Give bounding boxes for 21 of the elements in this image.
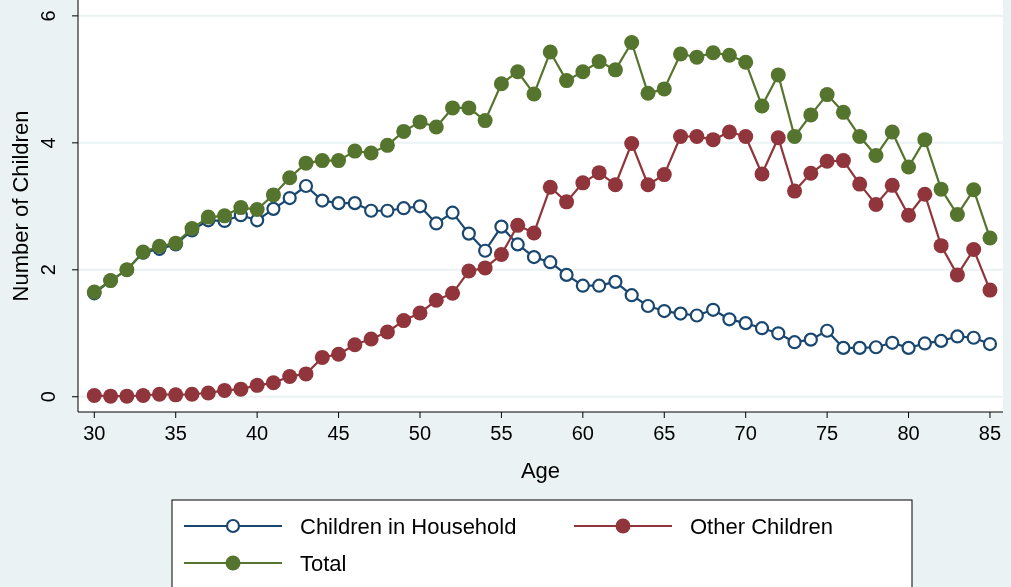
y-tick-label: 0 — [37, 391, 59, 403]
x-axis-title: Age — [520, 458, 561, 483]
x-tick-label: 85 — [978, 422, 1002, 444]
x-tick-label: 65 — [653, 422, 676, 444]
x-tick-label: 40 — [246, 422, 269, 444]
x-tick-label: 35 — [164, 422, 187, 444]
x-tick-label: 50 — [408, 422, 432, 444]
y-tick-label: 4 — [37, 137, 59, 149]
legend-label: Children in Household — [300, 513, 517, 539]
y-axis-title: Number of Children — [8, 110, 33, 302]
legend-label: Other Children — [690, 513, 834, 539]
x-tick-label: 45 — [327, 422, 350, 444]
x-tick-label: 55 — [490, 422, 513, 444]
y-tick-label: 6 — [37, 10, 59, 22]
x-tick-label: 60 — [571, 422, 594, 444]
x-tick-label: 75 — [815, 422, 839, 444]
x-tick-label: 80 — [897, 422, 920, 444]
y-tick-label: 2 — [37, 264, 59, 276]
legend-label: Total — [300, 550, 347, 576]
x-tick-label: 30 — [83, 422, 106, 444]
x-tick-label: 70 — [734, 422, 757, 444]
